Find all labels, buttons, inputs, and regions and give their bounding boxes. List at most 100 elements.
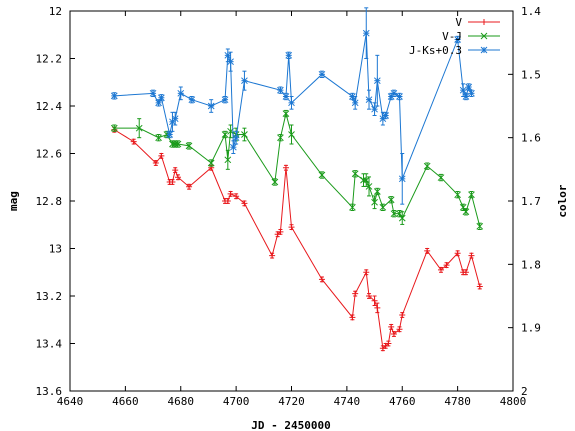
- legend: VV-JJ-Ks+0.3: [409, 16, 500, 57]
- series-1-point: [352, 290, 359, 297]
- series-1: [111, 126, 483, 352]
- series-3-point: [149, 89, 157, 97]
- series-2-point: [468, 191, 475, 199]
- series-3-point: [396, 93, 403, 100]
- series-3-point: [362, 29, 370, 37]
- series-1-point: [172, 167, 179, 174]
- series-3-point: [459, 86, 467, 94]
- series-1-point: [363, 269, 370, 276]
- series-2-point: [379, 203, 387, 211]
- series-1-point: [424, 247, 431, 254]
- x-tick-label: 4660: [112, 395, 139, 408]
- series-2-point: [362, 176, 370, 184]
- x-tick-label: 4700: [223, 395, 250, 408]
- y-right-tick-label: 2: [521, 385, 528, 398]
- y-left-tick-label: 12.8: [36, 195, 63, 208]
- y-left-tick-label: 13: [49, 243, 62, 256]
- series-1-point: [374, 304, 381, 311]
- series-2-point: [387, 196, 395, 204]
- series-3-point: [177, 89, 185, 97]
- series-2-point: [174, 140, 182, 148]
- series-2-point: [288, 131, 295, 138]
- legend-marker: [480, 32, 488, 40]
- series-layer: [110, 7, 484, 352]
- legend-marker: [481, 19, 487, 25]
- y-right-tick-label: 1.9: [521, 322, 541, 335]
- y-left-tick-label: 12: [49, 5, 62, 18]
- series-2-point: [351, 170, 359, 178]
- series-2-point: [349, 203, 356, 211]
- series-2-point: [476, 222, 484, 230]
- x-tick-label: 4800: [500, 395, 527, 408]
- series-2-point: [390, 210, 398, 218]
- series-1-point: [388, 323, 395, 330]
- x-tick-label: 4680: [168, 395, 195, 408]
- series-1-point: [233, 193, 240, 200]
- y-right-tick-label: 1.8: [521, 258, 541, 271]
- series-2-point: [207, 159, 215, 167]
- series-3-point: [382, 112, 389, 119]
- series-2-point: [454, 191, 461, 199]
- series-3-point: [462, 93, 470, 100]
- series-3-point: [110, 92, 118, 100]
- series-1-point: [227, 190, 234, 197]
- y-right-tick-label: 1.6: [521, 132, 541, 145]
- series-3-point: [351, 99, 359, 107]
- axis-ticks: 4640 4660 4680 4700 4720 4740 4760 4780 4800 12 12…: [36, 5, 542, 408]
- series-3-point: [277, 86, 284, 94]
- series-1-point: [241, 200, 248, 207]
- series-1-point: [349, 314, 356, 321]
- series-2-point: [224, 156, 232, 164]
- series-3-point: [371, 105, 378, 113]
- series-3-point: [158, 94, 165, 102]
- series-1-point: [282, 164, 289, 171]
- series-3-point: [373, 77, 381, 85]
- series-2-line: [114, 113, 481, 227]
- series-1-point: [318, 276, 325, 283]
- series-3-point: [230, 143, 237, 151]
- series-1-point: [224, 198, 231, 204]
- series-2-point: [360, 176, 367, 184]
- series-1-point: [468, 252, 475, 259]
- series-1-point: [169, 179, 176, 185]
- series-2-point: [282, 110, 290, 117]
- series-2-point: [185, 142, 193, 150]
- series-2-point: [155, 134, 162, 142]
- series-1-point: [152, 160, 159, 166]
- series-2-point: [371, 198, 378, 206]
- y-right-tick-label: 1.5: [521, 68, 541, 81]
- series-2: [110, 109, 484, 230]
- x-tick-label: 4780: [444, 395, 471, 408]
- series-1-point: [443, 262, 450, 269]
- series-3-point: [241, 77, 248, 85]
- series-3-point: [365, 96, 373, 104]
- series-1-point: [396, 326, 403, 333]
- series-2-point: [398, 214, 406, 222]
- x-tick-label: 4720: [278, 395, 305, 408]
- legend-label: J-Ks+0.3: [409, 44, 462, 57]
- y-left-tick-label: 12.2: [36, 53, 63, 66]
- y-left-tick-label: 12.6: [36, 148, 63, 161]
- series-1-point: [454, 250, 461, 257]
- series-3-point: [221, 96, 229, 104]
- series-1-point: [288, 224, 295, 231]
- series-1-point: [277, 228, 284, 235]
- series-2-point: [135, 124, 143, 132]
- series-2-point: [423, 162, 431, 170]
- series-2-point: [318, 171, 326, 179]
- series-2-point: [171, 140, 179, 148]
- series-3-point: [171, 115, 179, 123]
- series-3-point: [232, 134, 240, 142]
- series-2-point: [271, 178, 279, 186]
- legend-label: V: [455, 16, 462, 29]
- legend-marker: [480, 46, 488, 54]
- series-2-point: [169, 140, 176, 148]
- y-right-tick-label: 1.4: [521, 5, 541, 18]
- series-3-point: [188, 96, 196, 104]
- series-1-point: [476, 283, 483, 290]
- series-3-point: [465, 83, 473, 91]
- series-2-point: [110, 124, 118, 132]
- series-1-point: [371, 297, 378, 304]
- series-1-point: [385, 340, 392, 347]
- series-3-point: [454, 36, 461, 43]
